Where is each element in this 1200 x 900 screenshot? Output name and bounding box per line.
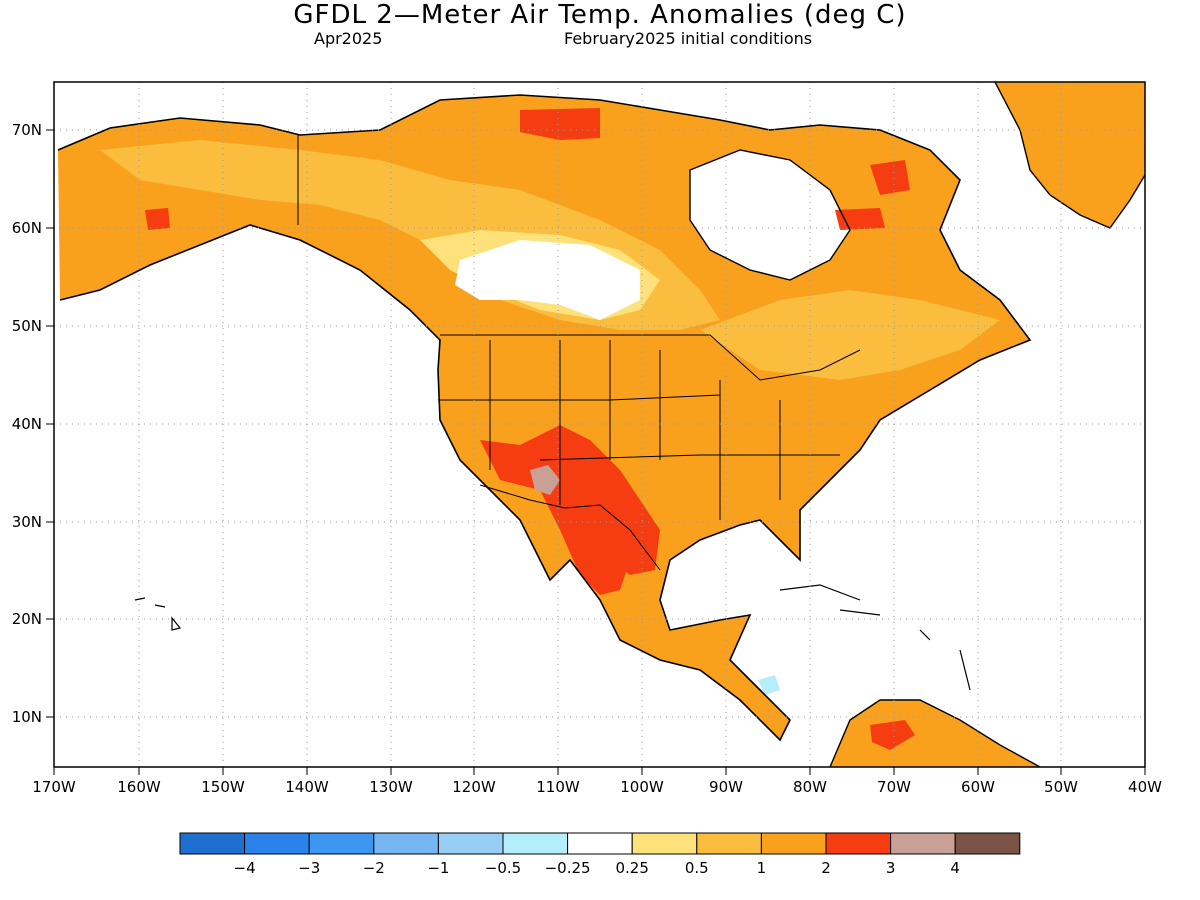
map-title: GFDL 2—Meter Air Temp. Anomalies (deg C) (293, 0, 907, 30)
greenland-coast (994, 82, 1145, 229)
y-tick-label: 40N (12, 415, 42, 433)
y-tick-label: 70N (12, 121, 42, 139)
x-tick-label: 50W (1044, 778, 1078, 796)
legend-label: 2 (821, 859, 831, 877)
legend-label: −2 (363, 859, 385, 877)
legend-label: 0.5 (685, 859, 709, 877)
x-tick-label: 90W (709, 778, 743, 796)
anomaly-warm-southwest (480, 425, 660, 575)
legend-label: −4 (234, 859, 256, 877)
x-tick-label: 70W (877, 778, 911, 796)
x-axis-labels: 170W 160W 150W 140W 130W 120W 110W 100W … (32, 778, 1162, 796)
x-tick-label: 140W (285, 778, 329, 796)
political-borders (297, 135, 861, 571)
x-tick-label: 40W (1128, 778, 1162, 796)
x-tick-label: 60W (961, 778, 995, 796)
x-tick-label: 120W (452, 778, 496, 796)
legend-swatch (373, 832, 439, 855)
legend-swatch (696, 832, 762, 855)
initial-conditions: February2025 initial conditions (564, 29, 813, 48)
x-tick-label: 170W (32, 778, 76, 796)
coastline (57, 94, 1032, 742)
tick-marks (46, 129, 1146, 775)
anomaly-warm-venezuela (870, 720, 915, 750)
legend-swatch (760, 832, 827, 855)
anomaly-cool-central-america (758, 675, 780, 695)
legend-swatch (179, 832, 246, 855)
legend-label: −1 (427, 859, 449, 877)
anomaly-field (57, 82, 1145, 767)
anomaly-warm-baffin (870, 160, 910, 195)
legend-label: −0.5 (485, 859, 521, 877)
legend-label: −3 (298, 859, 320, 877)
x-tick-label: 160W (117, 778, 161, 796)
south-america-coast (829, 699, 1041, 767)
legend-label: 3 (886, 859, 896, 877)
anomaly-near-zero (455, 240, 640, 320)
anomaly-peak-arizona (530, 465, 560, 495)
y-tick-label: 60N (12, 219, 42, 237)
legend-label: 4 (950, 859, 960, 877)
legend-swatch (437, 832, 504, 855)
legend-swatch (567, 832, 633, 855)
legend-swatch (308, 832, 375, 855)
x-tick-label: 150W (201, 778, 245, 796)
color-scale-legend: −4 −3 −2 −1 −0.5 −0.25 0.25 0.5 1 2 3 4 (179, 832, 1021, 877)
y-tick-label: 20N (12, 610, 42, 628)
x-tick-label: 130W (369, 778, 413, 796)
legend-swatch (890, 832, 956, 855)
legend-label: 1 (757, 859, 767, 877)
anomaly-warm-arctic (520, 108, 600, 140)
legend-label: 0.25 (615, 859, 648, 877)
legend-swatch (954, 832, 1021, 855)
y-tick-label: 50N (12, 317, 42, 335)
x-tick-label: 80W (793, 778, 827, 796)
y-tick-label: 30N (12, 513, 42, 531)
hudson-bay (690, 150, 850, 280)
legend-swatch (502, 832, 569, 855)
south-america-land (830, 700, 1040, 767)
caribbean-islands (779, 584, 971, 691)
forecast-month: Apr2025 (314, 29, 383, 48)
greenland-land (995, 82, 1145, 228)
x-tick-label: 110W (536, 778, 580, 796)
hudson-bay-coast (689, 149, 851, 281)
anomaly-warm-mexico (560, 530, 630, 595)
graticule (54, 82, 1145, 767)
anomaly-band-east (700, 290, 1000, 380)
hawaii-islands (134, 597, 182, 631)
legend-swatch (631, 832, 698, 855)
anomaly-warm-labrador (835, 208, 885, 230)
anomaly-warm-alaska (145, 208, 170, 230)
legend-swatch (825, 832, 892, 855)
y-tick-label: 10N (12, 708, 42, 726)
y-axis-labels: 10N 20N 30N 40N 50N 60N 70N (12, 121, 42, 726)
legend-swatch (244, 832, 310, 855)
x-tick-label: 100W (620, 778, 664, 796)
legend-label: −0.25 (545, 859, 591, 877)
